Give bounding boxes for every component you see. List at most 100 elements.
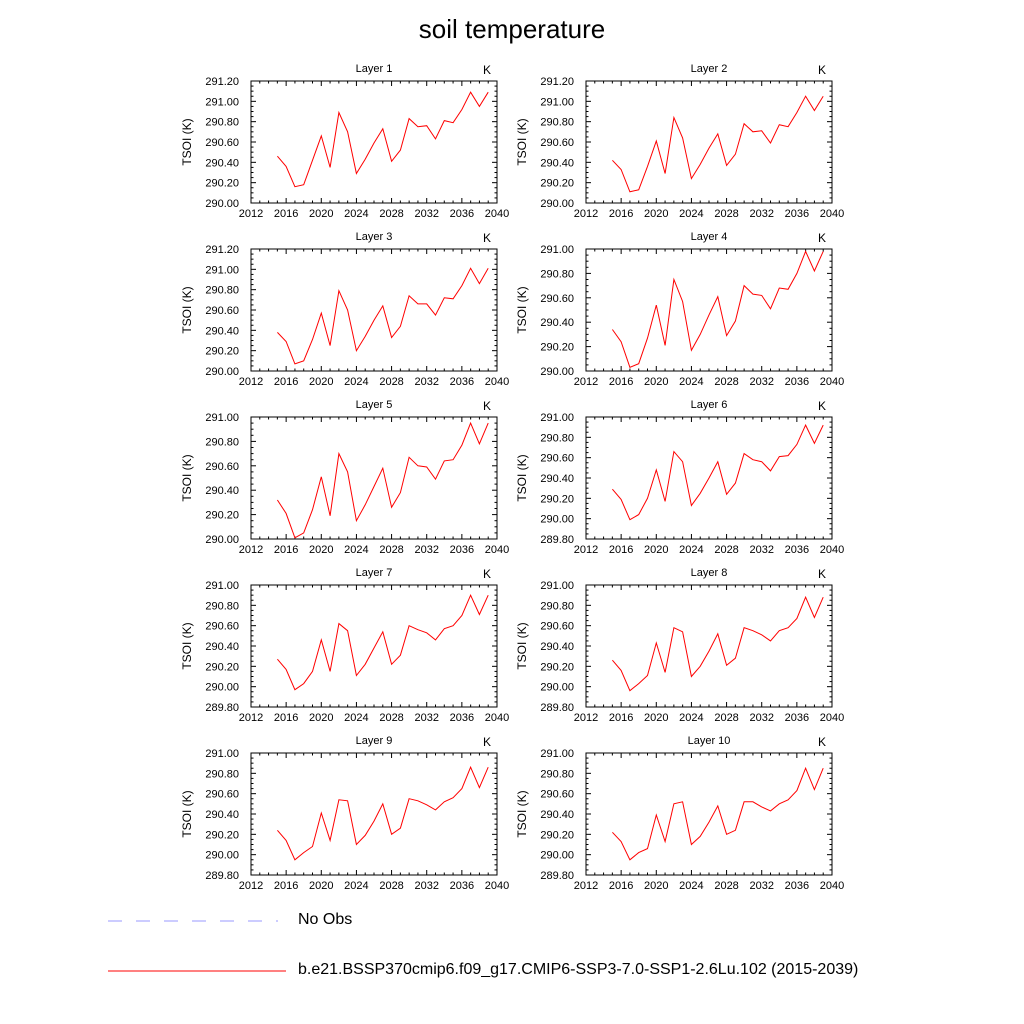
panel-2-x-tick-label: 2020 bbox=[644, 208, 668, 220]
panel-3-x-tick-label: 2032 bbox=[414, 376, 438, 388]
panel-1-series-line bbox=[277, 91, 489, 188]
panel-7-y-tick-label: 290.20 bbox=[205, 661, 239, 673]
panel-5-x-tick-label: 2020 bbox=[309, 544, 333, 556]
panel-6-y-axis-label: TSOI (K) bbox=[515, 454, 529, 501]
panel-3-frame bbox=[250, 248, 498, 372]
panel-9-x-tick-label: 2016 bbox=[274, 880, 298, 892]
panel-1-x-tick-label: 2032 bbox=[414, 208, 438, 220]
panel-10-x-tick-label: 2040 bbox=[820, 880, 844, 892]
panel-7-y-tick-label: 290.60 bbox=[205, 621, 239, 633]
panel-5-y-tick-label: 291.00 bbox=[205, 412, 239, 424]
legend-swatch-no-obs bbox=[108, 920, 278, 922]
panel-5-x-tick-label: 2012 bbox=[239, 544, 263, 556]
panel-3-series-line bbox=[277, 267, 489, 365]
panel-6-y-tick-label: 290.40 bbox=[540, 473, 574, 485]
panel-7: Layer 7 K TSOI (K) 2012 2016 2020 2024 2028 2032… bbox=[180, 567, 509, 724]
panel-6-y-tick-label: 290.80 bbox=[540, 432, 574, 444]
panel-2-frame bbox=[585, 80, 833, 204]
panel-6-x-tick-label: 2036 bbox=[785, 544, 809, 556]
panel-3-title: Layer 3 bbox=[356, 231, 393, 243]
panel-2-y-tick-label: 290.80 bbox=[540, 117, 574, 129]
panel-1-y-tick-label: 290.60 bbox=[205, 137, 239, 149]
panel-3-y-tick-label: 291.20 bbox=[205, 244, 239, 256]
panel-4-x-tick-label: 2020 bbox=[644, 376, 668, 388]
panel-8-y-tick-label: 290.20 bbox=[540, 661, 574, 673]
panel-9-y-tick-label: 290.40 bbox=[205, 809, 239, 821]
panel-7-y-tick-label: 291.00 bbox=[205, 580, 239, 592]
panel-7-x-tick-label: 2032 bbox=[414, 712, 438, 724]
panel-2-x-tick-label: 2028 bbox=[714, 208, 738, 220]
panel-7-title: Layer 7 bbox=[356, 567, 393, 579]
panel-1-y-tick-label: 290.40 bbox=[205, 157, 239, 169]
panel-1-x-tick-label: 2036 bbox=[450, 208, 474, 220]
panel-10-x-tick-label: 2032 bbox=[749, 880, 773, 892]
panel-2-y-tick-label: 290.00 bbox=[540, 198, 574, 210]
panel-9-series-line bbox=[277, 765, 489, 861]
panel-1-y-tick-label: 290.00 bbox=[205, 198, 239, 210]
panel-9-x-tick-label: 2024 bbox=[344, 880, 368, 892]
panel-9-units: K bbox=[483, 735, 491, 749]
panel-3-x-tick-label: 2036 bbox=[450, 376, 474, 388]
panel-8-x-tick-label: 2040 bbox=[820, 712, 844, 724]
figure-title: soil temperature bbox=[418, 14, 606, 44]
panel-2-x-tick-label: 2016 bbox=[609, 208, 633, 220]
panel-4-y-tick-label: 290.60 bbox=[540, 293, 574, 305]
panel-8-x-tick-label: 2032 bbox=[749, 712, 773, 724]
panel-7-y-tick-label: 290.80 bbox=[205, 600, 239, 612]
panel-10-y-tick-label: 289.80 bbox=[540, 870, 574, 882]
panel-5-title: Layer 5 bbox=[356, 399, 393, 411]
panel-6-y-tick-label: 289.80 bbox=[540, 534, 574, 546]
panel-3-y-tick-label: 290.40 bbox=[205, 325, 239, 337]
panel-3: Layer 3 K TSOI (K) 2012 2016 2020 2024 2028 2032… bbox=[180, 231, 509, 388]
panel-10-y-axis-label: TSOI (K) bbox=[515, 790, 529, 837]
panel-2-y-tick-label: 290.40 bbox=[540, 157, 574, 169]
panel-7-y-tick-label: 289.80 bbox=[205, 702, 239, 714]
panel-5-x-tick-label: 2040 bbox=[485, 544, 509, 556]
panel-9-y-tick-label: 290.00 bbox=[205, 850, 239, 862]
panel-10: Layer 10 K TSOI (K) 2012 2016 2020 2024 2028 203… bbox=[515, 735, 844, 892]
panel-7-x-tick-label: 2036 bbox=[450, 712, 474, 724]
panel-1-x-tick-label: 2012 bbox=[239, 208, 263, 220]
panel-10-series-line bbox=[612, 766, 824, 861]
panel-3-y-axis-label: TSOI (K) bbox=[180, 286, 194, 333]
panel-8-title: Layer 8 bbox=[691, 567, 728, 579]
panel-6-series-line bbox=[612, 423, 824, 521]
panel-2-series-line bbox=[612, 95, 824, 193]
panel-5-units: K bbox=[483, 399, 491, 413]
panel-10-x-tick-label: 2036 bbox=[785, 880, 809, 892]
panel-5-y-axis-label: TSOI (K) bbox=[180, 454, 194, 501]
panel-5-y-tick-label: 290.80 bbox=[205, 436, 239, 448]
panel-1-y-tick-label: 291.20 bbox=[205, 76, 239, 88]
panel-1-frame bbox=[250, 80, 498, 204]
panel-1: Layer 1 K TSOI (K) 2012 2016 2020 2024 2028 2032… bbox=[180, 63, 509, 220]
panel-1-y-tick-label: 290.80 bbox=[205, 117, 239, 129]
panel-2-y-tick-label: 290.60 bbox=[540, 137, 574, 149]
panel-9-title: Layer 9 bbox=[356, 735, 393, 747]
panel-10-y-tick-label: 290.00 bbox=[540, 850, 574, 862]
panel-4-y-tick-label: 290.40 bbox=[540, 317, 574, 329]
panel-6-y-tick-label: 290.00 bbox=[540, 514, 574, 526]
panel-8-units: K bbox=[818, 567, 826, 581]
panel-8-x-tick-label: 2016 bbox=[609, 712, 633, 724]
panel-7-y-tick-label: 290.40 bbox=[205, 641, 239, 653]
panel-4-y-tick-label: 291.00 bbox=[540, 244, 574, 256]
panel-9-x-tick-label: 2028 bbox=[379, 880, 403, 892]
panel-7-frame bbox=[250, 584, 498, 708]
panel-8-frame bbox=[585, 584, 833, 708]
panel-7-units: K bbox=[483, 567, 491, 581]
panel-10-y-tick-label: 290.80 bbox=[540, 768, 574, 780]
legend-swatch-model-run bbox=[108, 970, 286, 972]
panel-6-title: Layer 6 bbox=[691, 399, 728, 411]
panel-8-x-tick-label: 2012 bbox=[574, 712, 598, 724]
panel-3-x-tick-label: 2016 bbox=[274, 376, 298, 388]
panel-9-x-tick-label: 2032 bbox=[414, 880, 438, 892]
panel-7-series-line bbox=[277, 593, 489, 691]
panel-4-x-tick-label: 2012 bbox=[574, 376, 598, 388]
panel-3-x-tick-label: 2024 bbox=[344, 376, 368, 388]
panel-5-x-tick-label: 2024 bbox=[344, 544, 368, 556]
panel-8-y-tick-label: 291.00 bbox=[540, 580, 574, 592]
panel-9-x-tick-label: 2036 bbox=[450, 880, 474, 892]
panel-9-frame bbox=[250, 752, 498, 876]
panel-5-x-tick-label: 2016 bbox=[274, 544, 298, 556]
